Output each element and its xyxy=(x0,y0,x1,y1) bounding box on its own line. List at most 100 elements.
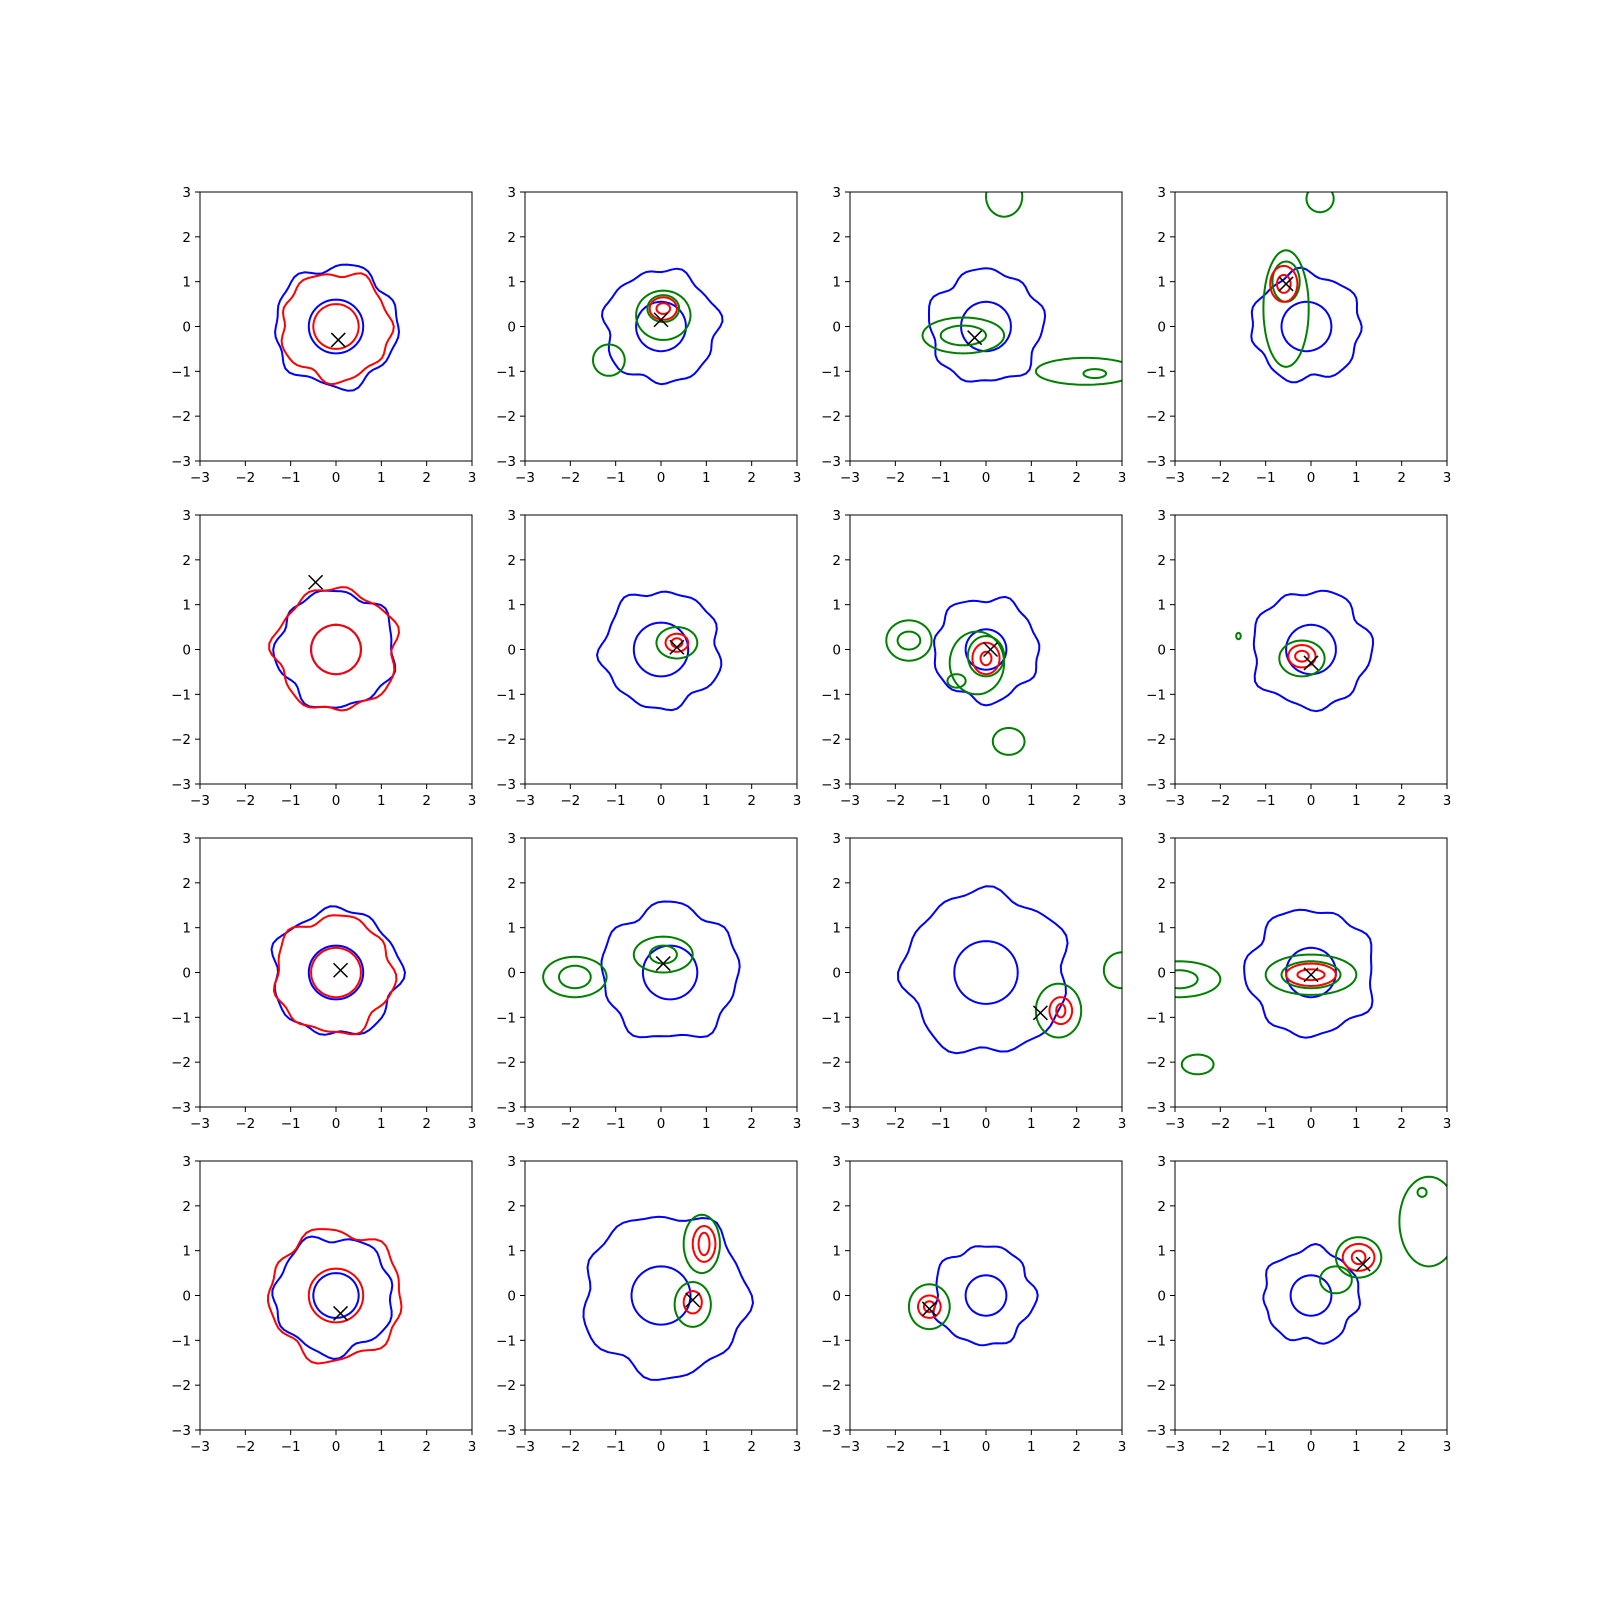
plot-area xyxy=(885,595,1041,756)
x-tick-label: −1 xyxy=(606,1439,626,1455)
subplot-8: −3 −2 −1 0 1 2 3 −3 −2 −1 0 1 2 3 xyxy=(1146,508,1451,809)
y-tick-label: 3 xyxy=(507,1154,516,1170)
subplot-10: −3 −2 −1 0 1 2 3 −3 −2 −1 0 1 2 3 xyxy=(496,831,801,1132)
y-tick-label: −2 xyxy=(1146,732,1166,748)
y-tick-label: −2 xyxy=(171,409,191,425)
green-contour xyxy=(1034,982,1083,1039)
green-contour xyxy=(648,944,678,965)
x-tick-label: −3 xyxy=(515,1439,535,1455)
subplot-14: −3 −2 −1 0 1 2 3 −3 −2 −1 0 1 2 3 xyxy=(496,1154,801,1455)
y-tick-label: 2 xyxy=(507,1199,516,1215)
plot-area xyxy=(267,1228,403,1365)
y-tick-label: −2 xyxy=(1146,1378,1166,1394)
y-tick-label: −1 xyxy=(821,1010,841,1026)
plot-area xyxy=(907,1245,1039,1347)
green-contour xyxy=(1278,639,1326,678)
green-contour xyxy=(558,964,592,990)
blue-contour xyxy=(274,263,400,392)
blue-contour xyxy=(307,298,365,355)
y-tick-label: 1 xyxy=(832,598,841,614)
axes-frame xyxy=(524,514,798,785)
x-marker xyxy=(1355,1256,1371,1272)
axes-frame xyxy=(199,191,473,462)
x-tick-label: 2 xyxy=(1072,1439,1081,1455)
green-contour xyxy=(1175,960,1222,999)
y-tick-label: 1 xyxy=(507,598,516,614)
x-tick-label: −3 xyxy=(190,1439,210,1455)
x-tick-label: 1 xyxy=(702,470,711,486)
x-tick-label: −2 xyxy=(560,470,580,486)
axes-frame xyxy=(849,514,1123,785)
y-tick-label: 1 xyxy=(832,275,841,291)
red-contour xyxy=(1055,1002,1067,1019)
green-contour xyxy=(635,289,692,341)
x-tick-label: 2 xyxy=(747,793,756,809)
green-contour xyxy=(921,316,1006,355)
x-tick-label: −2 xyxy=(1210,1116,1230,1132)
y-tick-label: 1 xyxy=(507,1244,516,1260)
red-contour xyxy=(697,1231,711,1257)
y-tick-label: 0 xyxy=(832,966,841,982)
y-tick-label: 2 xyxy=(1157,876,1166,892)
y-tick-label: 3 xyxy=(1157,508,1166,524)
x-tick-label: −1 xyxy=(1256,793,1276,809)
green-contour xyxy=(1264,953,1358,996)
x-marker xyxy=(308,574,324,590)
red-contour xyxy=(1276,273,1292,294)
y-tick-label: −1 xyxy=(821,1333,841,1349)
y-tick-label: 1 xyxy=(507,275,516,291)
y-tick-label: −2 xyxy=(171,1055,191,1071)
x-tick-label: −2 xyxy=(885,1439,905,1455)
y-tick-label: −1 xyxy=(821,364,841,380)
blue-contour xyxy=(1262,1243,1361,1345)
green-contour xyxy=(646,294,681,323)
x-tick-label: 3 xyxy=(1118,1116,1127,1132)
x-tick-label: 2 xyxy=(747,1116,756,1132)
y-tick-label: −3 xyxy=(496,777,516,793)
x-marker xyxy=(1303,655,1319,671)
y-tick-label: 3 xyxy=(507,185,516,201)
axes-frame xyxy=(1174,837,1448,1108)
x-tick-label: 1 xyxy=(1027,470,1036,486)
x-tick-label: 1 xyxy=(377,1439,386,1455)
y-tick-label: −2 xyxy=(171,1378,191,1394)
plot-area xyxy=(268,586,400,712)
x-tick-label: −2 xyxy=(1210,1439,1230,1455)
subplot-15: −3 −2 −1 0 1 2 3 −3 −2 −1 0 1 2 3 xyxy=(821,1154,1126,1455)
x-tick-label: −3 xyxy=(840,1116,860,1132)
x-marker xyxy=(685,1292,701,1308)
x-tick-label: 0 xyxy=(657,470,666,486)
x-tick-label: 1 xyxy=(1352,1116,1361,1132)
y-tick-label: 1 xyxy=(507,921,516,937)
x-tick-label: 3 xyxy=(1118,470,1127,486)
red-contour xyxy=(310,623,362,676)
blue-contour xyxy=(964,1274,1008,1317)
green-contour xyxy=(1235,631,1242,641)
x-tick-label: 3 xyxy=(1118,793,1127,809)
blue-contour xyxy=(1252,589,1374,713)
blue-contour xyxy=(582,1215,754,1381)
x-tick-label: −3 xyxy=(1165,793,1185,809)
x-marker xyxy=(983,641,999,658)
y-tick-label: 3 xyxy=(1157,185,1166,201)
y-tick-label: 2 xyxy=(832,1199,841,1215)
red-contour xyxy=(312,303,360,350)
blue-contour xyxy=(964,628,1008,671)
y-tick-label: 2 xyxy=(182,1199,191,1215)
y-tick-label: 0 xyxy=(182,643,191,659)
green-contour xyxy=(1034,356,1122,386)
x-marker xyxy=(1303,967,1319,983)
x-tick-label: −1 xyxy=(1256,1116,1276,1132)
x-tick-label: 2 xyxy=(1072,470,1081,486)
x-tick-label: −3 xyxy=(840,470,860,486)
axes-frame xyxy=(199,514,473,785)
x-marker xyxy=(655,956,671,972)
y-tick-label: 3 xyxy=(832,831,841,847)
green-contour xyxy=(896,630,922,651)
y-tick-label: 2 xyxy=(1157,230,1166,246)
green-contour xyxy=(655,626,699,660)
x-tick-label: −3 xyxy=(515,470,535,486)
red-contour xyxy=(922,1300,936,1314)
blue-contour xyxy=(630,1265,692,1326)
blue-contour xyxy=(596,590,723,712)
